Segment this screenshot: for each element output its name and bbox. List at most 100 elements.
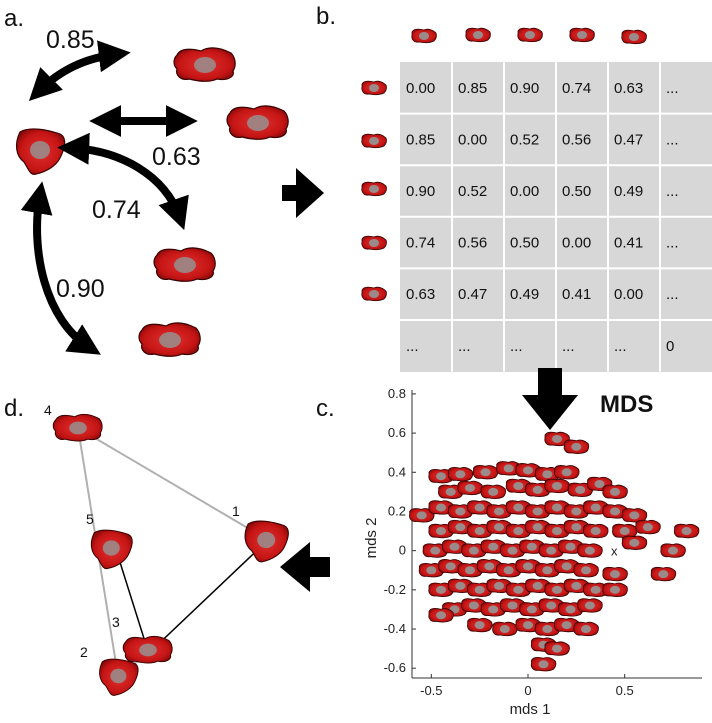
matrix-cell: 0.90: [510, 80, 539, 97]
panel-c-letter: c.: [316, 395, 335, 422]
scatter-point: [457, 480, 483, 496]
y-tick-label: 0: [399, 543, 406, 558]
x-tick-label: 0: [524, 683, 531, 698]
arrow-a-to-b: [282, 168, 324, 218]
matrix-cell: 0.74: [406, 235, 435, 252]
matrix-cell: ...: [666, 183, 679, 200]
header-cell-4: [569, 27, 595, 43]
arrow-mds: [522, 368, 578, 430]
node-cell-5: [90, 529, 133, 570]
mds-scatter-chart: 0.8 0.6 0.4 0.2 0 -0.2 -0.4 -0.6 -0.5 0 0.5 x mds…: [363, 386, 702, 718]
arrow-074: [57, 132, 189, 231]
marker-x-label: x: [611, 544, 618, 559]
matrix-cell: 0.00: [614, 286, 643, 303]
edge-1-3: [149, 539, 269, 653]
label-090: 0.90: [56, 275, 105, 303]
arrow-085: [28, 40, 131, 102]
y-axis-label: mds 2: [363, 518, 380, 559]
header-cell-5: [621, 29, 647, 45]
mds-label: MDS: [600, 391, 653, 418]
cell-1: [173, 47, 236, 82]
row-cell-2: [361, 133, 387, 149]
label-074: 0.74: [92, 196, 141, 224]
y-tick-label: -0.2: [384, 582, 406, 597]
matrix-cell: ...: [666, 80, 679, 97]
cell-3: [153, 247, 216, 282]
reference-cell: [15, 128, 66, 175]
matrix-cell: 0.47: [614, 131, 643, 148]
header-cell-2: [465, 27, 491, 43]
matrix-cell: 0.00: [562, 235, 591, 252]
matrix-cell: ...: [614, 338, 627, 355]
matrix-cell: 0.41: [614, 235, 643, 252]
matrix-cell: 0.00: [510, 183, 539, 200]
scatter-points: [408, 431, 700, 672]
node-cell-4: [52, 413, 103, 442]
matrix-cell: 0.52: [510, 131, 539, 148]
scatter-point: [544, 641, 570, 656]
x-ticks: -0.5 0 0.5: [420, 674, 634, 698]
matrix-cell: 0.52: [458, 183, 487, 200]
matrix-cell: 0: [666, 338, 674, 355]
x-tick-label: 0.5: [616, 683, 634, 698]
arrow-c-to-d: [280, 542, 330, 592]
scatter-point: [563, 439, 590, 454]
matrix-cell: 0.85: [458, 80, 487, 97]
edge-4-1: [77, 427, 269, 541]
label-063: 0.63: [152, 143, 201, 171]
node-label-4: 4: [44, 402, 52, 418]
x-axis-label: mds 1: [510, 701, 551, 718]
scatter-point: [544, 478, 570, 494]
matrix-cell: 0.00: [406, 80, 435, 97]
distance-matrix: 0.00 0.85 0.90 0.74 0.63 ... 0.85 0.00 0.52 0.56 0…: [406, 80, 679, 355]
scatter-point: [492, 621, 518, 637]
scatter-point: [428, 607, 454, 623]
panel-b-letter: b.: [316, 3, 336, 30]
matrix-row-cells: [361, 80, 387, 302]
matrix-cell: 0.56: [458, 235, 487, 252]
matrix-cell: 0.56: [562, 131, 591, 148]
matrix-cell: 0.50: [510, 235, 539, 252]
scatter-point: [472, 464, 499, 480]
matrix-cell: 0.41: [562, 286, 591, 303]
y-tick-label: 0.8: [388, 386, 406, 401]
matrix-cell: 0.49: [510, 286, 539, 303]
matrix-cell: 0.49: [614, 183, 643, 200]
scatter-point: [611, 523, 638, 539]
scatter-point: [466, 617, 493, 633]
matrix-cell: ...: [562, 338, 575, 355]
y-ticks: 0.8 0.6 0.4 0.2 0 -0.2 -0.4 -0.6: [384, 386, 416, 675]
matrix-cell: 0.47: [458, 286, 487, 303]
scatter-point: [602, 484, 628, 500]
matrix-cell: ...: [666, 131, 679, 148]
scatter-point: [530, 656, 557, 672]
x-tick-label: -0.5: [420, 683, 442, 698]
scatter-point: [577, 543, 603, 558]
arrow-090: [20, 181, 101, 355]
scatter-point: [573, 621, 599, 637]
scatter-point: [621, 535, 648, 550]
y-tick-label: -0.6: [384, 660, 406, 675]
matrix-grid: [400, 62, 712, 372]
matrix-cell: 0.90: [406, 183, 435, 200]
panel-a-letter: a.: [4, 5, 24, 32]
node-cell-3: [122, 635, 173, 664]
node-label-2: 2: [80, 644, 88, 660]
panel-d-letter: d.: [4, 395, 24, 422]
matrix-cell: 0.85: [406, 131, 435, 148]
scatter-point: [447, 466, 474, 482]
matrix-cell: ...: [666, 235, 679, 252]
node-label-1: 1: [232, 503, 240, 519]
scatter-point: [602, 566, 628, 582]
header-cell-3: [517, 27, 543, 43]
header-cell-1: [411, 28, 437, 44]
row-cell-4: [361, 235, 387, 251]
row-cell-1: [361, 80, 387, 96]
matrix-cell: 0.00: [458, 131, 487, 148]
matrix-cell: 0.63: [614, 80, 643, 97]
cell-4: [138, 322, 201, 357]
scatter-point: [553, 464, 580, 480]
scatter-point: [577, 598, 603, 613]
scatter-point: [573, 562, 599, 578]
